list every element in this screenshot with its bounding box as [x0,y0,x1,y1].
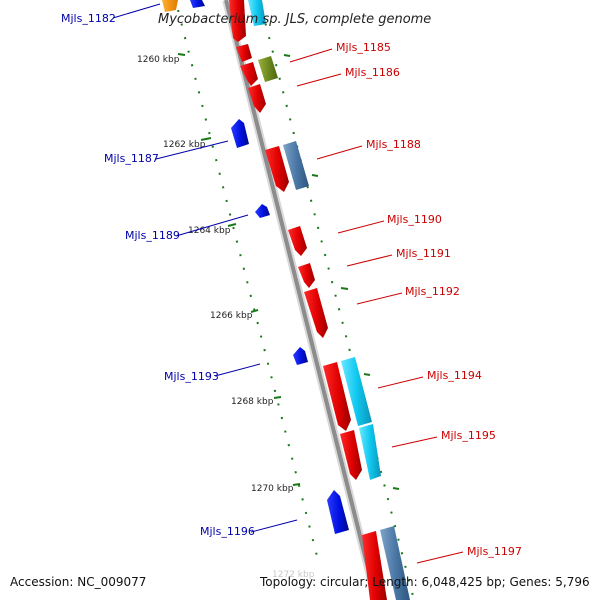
leader-line-mjls-1197 [416,551,464,564]
genome-backbone [224,0,378,600]
tick-mark [340,287,349,290]
gene-labels: Mjls_1182 Mjls_1185 Mjls_1186 Mjls_1187 … [61,12,522,558]
accession-text: Accession: NC_009077 [10,575,146,589]
leader-line-mjls-1191 [346,254,393,267]
gene-feature-mjls-1197[interactable] [362,531,387,600]
tick-mark [292,483,301,486]
tick-mark [177,53,186,56]
gene-feature-mjls-1192[interactable] [304,288,328,338]
gene-feature-mjls-1189[interactable] [255,204,270,218]
gene-label-mjls-1188[interactable]: Mjls_1188 [366,138,421,151]
gene-feature-mjls-1193[interactable] [293,347,308,365]
leader-line-mjls-1188 [316,145,363,160]
tick-label-1272: 1272 kbp [272,570,315,580]
gene-feature-mjls-1194[interactable] [323,362,351,431]
gene-feature-orange[interactable] [162,0,178,12]
gene-feature-mjls-1195-cyan[interactable] [359,424,381,480]
gene-features [162,0,410,600]
tick-mark [250,309,259,313]
gene-feature-mjls-1185b[interactable] [240,62,258,86]
gene-feature-mjls-1190[interactable] [288,226,307,256]
tick-label-1260: 1260 kbp [137,55,180,65]
genome-stats-text: Topology: circular; Length: 6,048,425 bp… [259,575,590,589]
gene-feature-red[interactable] [229,0,246,42]
gene-feature-mjls-1188-steel[interactable] [283,141,309,190]
tick-label-1270: 1270 kbp [251,484,294,494]
gene-label-mjls-1187[interactable]: Mjls_1187 [104,152,159,165]
leader-line-mjls-1189 [175,214,249,237]
gene-label-mjls-1190[interactable]: Mjls_1190 [387,213,442,226]
leader-line-mjls-1190 [337,220,385,234]
genome-title: Mycobacterium sp. JLS, complete genome [158,12,431,27]
gene-label-mjls-1194[interactable]: Mjls_1194 [427,369,482,382]
kbp-tick-marks [177,53,400,490]
gene-label-mjls-1186[interactable]: Mjls_1186 [345,66,400,79]
leader-line-mjls-1196 [250,519,298,533]
gene-feature-blue[interactable] [190,0,205,8]
gene-feature-mjls-1185[interactable] [236,44,252,62]
tick-label-1268: 1268 kbp [231,397,274,407]
gene-feature-mjls-1195[interactable] [340,430,362,480]
leader-line-mjls-1182 [112,3,161,19]
gene-label-mjls-1182[interactable]: Mjls_1182 [61,12,116,25]
gene-feature-mjls-1197-steel[interactable] [380,526,410,600]
gene-feature-mjls-1194-cyan[interactable] [341,357,372,426]
gene-feature-mjls-1191[interactable] [298,263,315,288]
gene-label-mjls-1191[interactable]: Mjls_1191 [396,247,451,260]
tick-label-1264: 1264 kbp [188,226,231,236]
leader-line-mjls-1194 [377,376,424,389]
leader-line-mjls-1185 [289,48,333,63]
gene-label-mjls-1197[interactable]: Mjls_1197 [467,545,522,558]
tick-mark [392,487,400,490]
tick-mark [311,174,319,177]
tick-label-1262: 1262 kbp [163,140,206,150]
gene-feature-mjls-1187[interactable] [231,119,249,148]
tick-mark [283,54,291,57]
tick-mark [200,137,212,141]
leader-line-mjls-1186 [296,73,342,87]
gene-feature-cyan[interactable] [248,0,266,26]
gene-label-mjls-1196[interactable]: Mjls_1196 [200,525,255,538]
tick-mark [363,373,371,376]
gene-label-mjls-1185[interactable]: Mjls_1185 [336,41,391,54]
gene-label-mjls-1192[interactable]: Mjls_1192 [405,285,460,298]
gene-label-mjls-1193[interactable]: Mjls_1193 [164,370,219,383]
leader-line-mjls-1192 [356,292,403,305]
gene-label-mjls-1189[interactable]: Mjls_1189 [125,229,180,242]
tick-mark [273,396,282,399]
gene-feature-mjls-1188[interactable] [265,146,289,192]
leader-line-mjls-1193 [214,363,261,377]
leader-line-mjls-1187 [155,140,229,160]
gene-label-mjls-1195[interactable]: Mjls_1195 [441,429,496,442]
kbp-tick-labels: 1260 kbp 1262 kbp 1264 kbp 1266 kbp 1268… [137,55,315,580]
tick-label-1266: 1266 kbp [210,311,253,321]
label-leader-lines [112,3,464,564]
gene-feature-olive[interactable] [258,56,278,82]
gene-feature-mjls-1196[interactable] [327,490,349,534]
gene-feature-mjls-1186[interactable] [248,84,266,113]
leader-line-mjls-1195 [391,436,438,448]
tick-mark [227,223,237,227]
